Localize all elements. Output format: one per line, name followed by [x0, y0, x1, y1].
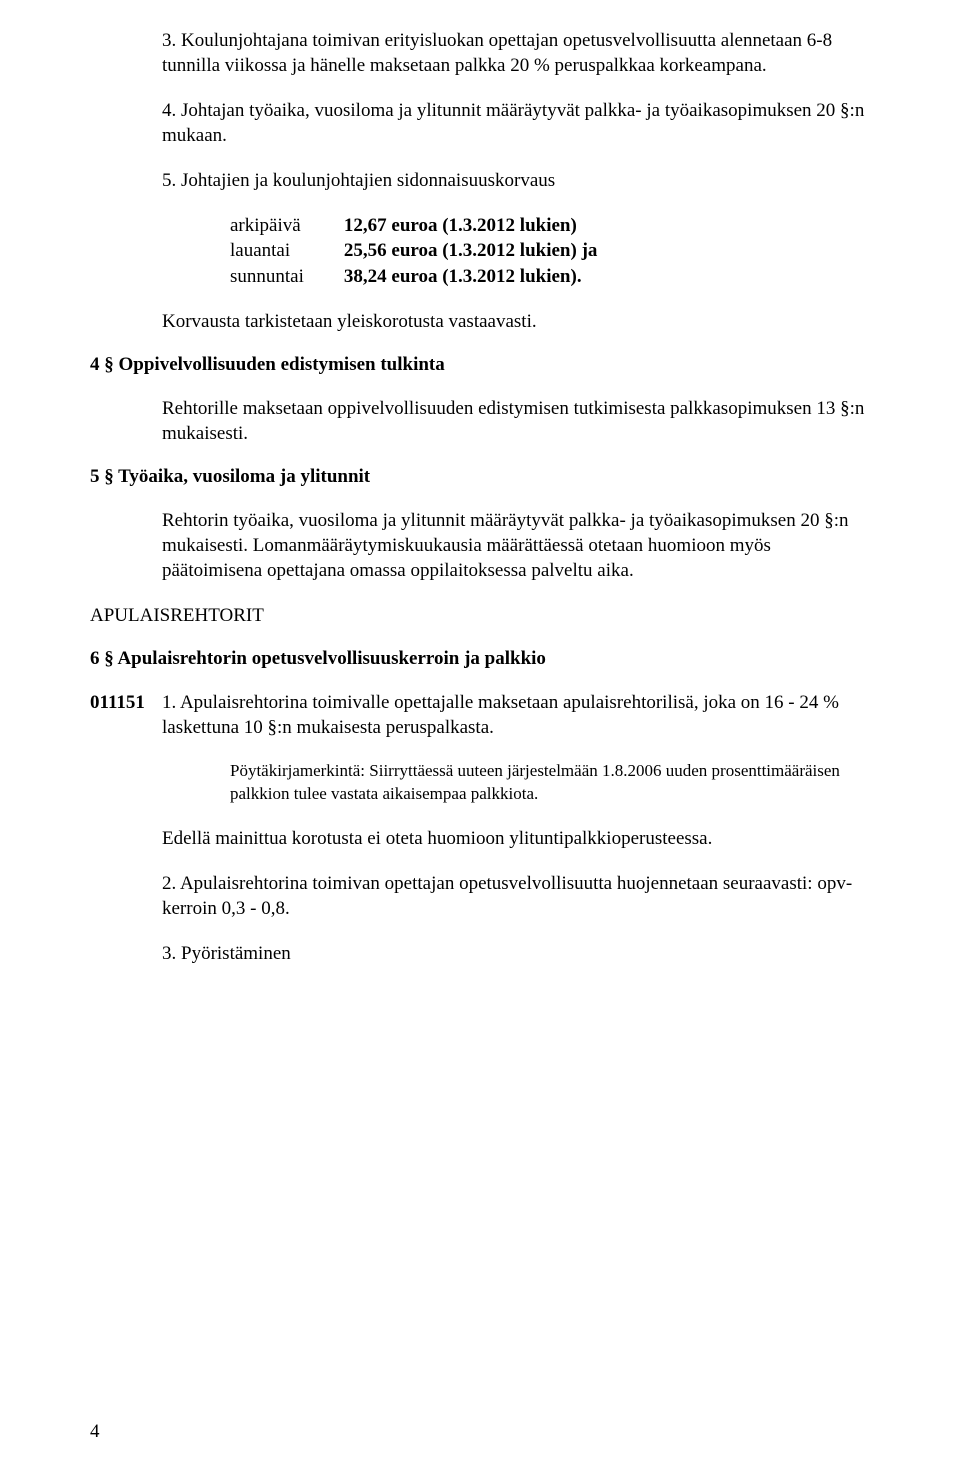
paragraph-5-intro: 5. Johtajien ja koulunjohtajien sidonnai…: [162, 168, 870, 193]
paragraph-korvaus: Korvausta tarkistetaan yleiskorotusta va…: [162, 309, 870, 334]
paragraph-4-1: Rehtorille maksetaan oppivelvollisuuden …: [162, 396, 870, 446]
coded-paragraph: 011151 1. Apulaisrehtorina toimivalle op…: [90, 690, 870, 740]
paragraph-4: 4. Johtajan työaika, vuosiloma ja ylitun…: [162, 98, 870, 148]
table-label: lauantai: [230, 238, 344, 263]
paragraph-6-1: 1. Apulaisrehtorina toimivalle opettajal…: [162, 690, 870, 740]
table-row: arkipäivä 12,67 euroa (1.3.2012 lukien): [230, 213, 597, 238]
code-label: 011151: [90, 690, 162, 715]
heading-apulaisrehtorit: APULAISREHTORIT: [90, 603, 870, 628]
paragraph-5-1: Rehtorin työaika, vuosiloma ja ylitunnit…: [162, 508, 870, 583]
table-label: sunnuntai: [230, 264, 344, 289]
paragraph-3: 3. Koulunjohtajana toimivan erityisluoka…: [162, 28, 870, 78]
heading-section-5: 5 § Työaika, vuosiloma ja ylitunnit: [90, 466, 870, 488]
heading-section-4: 4 § Oppivelvollisuuden edistymisen tulki…: [90, 354, 870, 376]
minutes-note: Pöytäkirjamerkintä: Siirryttäessä uuteen…: [230, 760, 870, 806]
table-row: lauantai 25,56 euroa (1.3.2012 lukien) j…: [230, 238, 597, 263]
paragraph-6-2: 2. Apulaisrehtorina toimivan opettajan o…: [162, 871, 870, 921]
table-value: 25,56 euroa (1.3.2012 lukien) ja: [344, 238, 598, 263]
paragraph-6-edella: Edellä mainittua korotusta ei oteta huom…: [162, 826, 870, 851]
heading-section-6: 6 § Apulaisrehtorin opetusvelvollisuuske…: [90, 648, 870, 670]
table-value: 12,67 euroa (1.3.2012 lukien): [344, 213, 598, 238]
table-value: 38,24 euroa (1.3.2012 lukien).: [344, 264, 598, 289]
table-row: sunnuntai 38,24 euroa (1.3.2012 lukien).: [230, 264, 597, 289]
page-number: 4: [90, 1421, 100, 1443]
page: 3. Koulunjohtajana toimivan erityisluoka…: [0, 0, 960, 1473]
compensation-table: arkipäivä 12,67 euroa (1.3.2012 lukien) …: [230, 213, 597, 288]
paragraph-6-3: 3. Pyöristäminen: [162, 941, 870, 966]
table-label: arkipäivä: [230, 213, 344, 238]
